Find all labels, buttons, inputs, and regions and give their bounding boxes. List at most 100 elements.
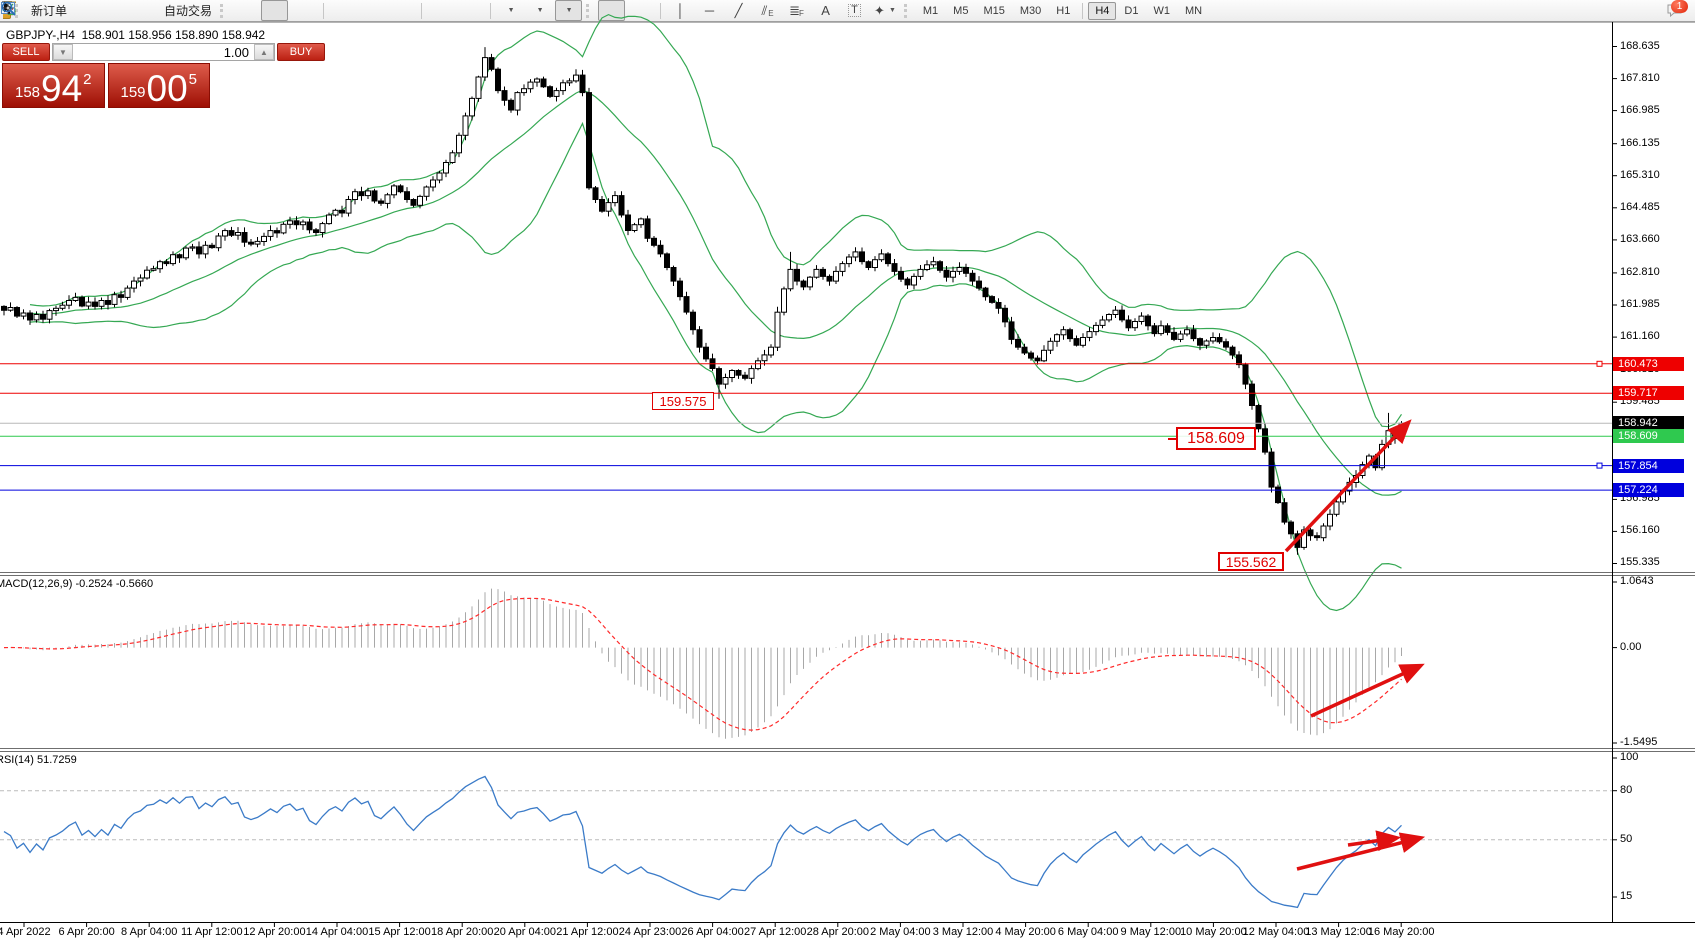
date-axis-label[interactable]: 27 Apr 12:00 [743,926,807,938]
timeframe-d1[interactable]: D1 [1124,4,1139,17]
date-axis-label[interactable]: 2 May 04:00 [870,926,931,938]
timeframe-h1[interactable]: H1 [1056,4,1071,17]
text-tool[interactable]: A [812,0,839,21]
text-label-icon: T [848,4,861,17]
date-axis-label[interactable]: 12 Apr 20:00 [243,926,306,938]
timeframe-h4[interactable]: H4 [1088,1,1117,20]
toolbar-separator [323,2,325,19]
trendline-icon: ╱ [734,3,743,18]
notifications-button[interactable]: 1 [1666,0,1688,20]
date-axis-label[interactable]: 6 May 04:00 [1057,926,1119,938]
date-axis-label[interactable]: 4 Apr 2022 [0,926,51,938]
date-axis-label[interactable]: 8 Apr 04:00 [121,926,178,938]
toolbar-grip [15,3,21,18]
vertical-line-tool[interactable]: │ [667,0,694,21]
date-axis-label[interactable]: 3 May 12:00 [932,926,994,938]
main-toolbar: 新订单 自动交易 [0,0,1695,22]
price-axis-badge: 157.854 [1613,458,1684,473]
sell-price-main: 94 [41,68,83,109]
rsi-label: RSI(14) 51.7259 [0,754,77,766]
date-axis-label[interactable]: 13 May 12:00 [1305,926,1372,938]
fibonacci-letter: F [799,8,804,18]
price-callout[interactable]: 158.609 [1176,427,1256,450]
dropdown-arrow-icon: ▼ [565,7,573,14]
date-axis-label[interactable]: 4 May 20:00 [995,926,1056,938]
price-axis-tick[interactable]: 161.160 [1620,330,1660,343]
volume-decrease-button[interactable]: ▼ [53,44,73,60]
fibonacci-tool[interactable]: ≣ F [783,0,810,21]
vertical-line-icon: │ [676,3,685,18]
price-axis-badge: 158.942 [1613,416,1684,431]
macd-label: MACD(12,26,9) -0.2524 -0.5660 [0,578,154,590]
horizontal-line-tool[interactable]: ─ [696,0,723,21]
price-axis-tick[interactable]: 164.485 [1620,200,1660,213]
date-axis-label[interactable]: 21 Apr 12:00 [556,926,619,938]
text-label-tool[interactable]: T [841,0,868,21]
macd-axis-tick[interactable]: 0.00 [1620,640,1642,653]
macd-axis-tick[interactable]: -1.5495 [1620,736,1658,749]
date-axis-label[interactable]: 28 Apr 20:00 [806,926,869,938]
macd-axis-tick[interactable]: 1.0643 [1620,575,1654,588]
buy-price-box[interactable]: 159 00 5 [107,63,210,108]
price-axis-tick[interactable]: 167.810 [1620,71,1660,84]
channel-tool[interactable]: ⫽ E [754,0,781,21]
price-axis-tick[interactable]: 162.810 [1620,265,1660,278]
dropdown-arrow-icon: ▼ [888,7,896,14]
text-icon: A [821,3,830,18]
rsi-axis-tick[interactable]: 100 [1620,751,1639,763]
price-axis-tick[interactable]: 165.310 [1620,168,1660,181]
price-axis-badge: 160.473 [1613,356,1684,371]
trendline-tool[interactable]: ╱ [725,0,752,21]
buy-price-pip: 5 [188,71,198,88]
price-axis-tick[interactable]: 156.160 [1620,524,1660,537]
price-axis-tick[interactable]: 163.660 [1620,232,1660,245]
sell-price-box[interactable]: 158 94 2 [2,63,105,108]
price-axis-tick[interactable]: 166.135 [1620,136,1660,149]
timeframe-m5[interactable]: M5 [953,4,969,17]
price-axis-tick[interactable]: 155.335 [1620,556,1660,569]
buy-button[interactable]: BUY [277,43,325,61]
price-axis-badge: 159.717 [1613,386,1684,401]
timeframe-m15[interactable]: M15 [983,4,1005,17]
arrows-icon: ✦ [874,3,885,18]
price-axis-tick[interactable]: 161.985 [1620,297,1660,310]
timeframe-w1[interactable]: W1 [1153,4,1170,17]
dropdown-arrow-icon: ▼ [536,7,544,14]
date-axis-label[interactable]: 26 Apr 04:00 [681,926,744,938]
buy-price-prefix: 159 [120,84,146,101]
chart-title: GBPJPY-,H4 158.901 158.956 158.890 158.9… [6,28,266,42]
date-axis-label[interactable]: 6 Apr 20:00 [58,926,115,938]
date-axis-label[interactable]: 14 Apr 04:00 [305,926,369,938]
price-callout[interactable]: 159.575 [652,392,714,410]
date-axis-label[interactable]: 11 Apr 12:00 [181,926,243,938]
arrows-tool[interactable]: ✦ ▼ [870,0,900,21]
date-axis-label[interactable]: 16 May 20:00 [1367,926,1435,938]
channel-icon: ⫽ [761,3,768,18]
autotrade-label: 自动交易 [164,4,213,18]
timeframe-mn[interactable]: MN [1184,4,1203,17]
timeframe-m1[interactable]: M1 [922,4,939,17]
date-axis-label[interactable]: 9 May 12:00 [1120,926,1182,938]
callout-connector [1168,437,1176,440]
date-axis-label[interactable]: 15 Apr 12:00 [368,926,431,938]
price-callout[interactable]: 155.562 [1218,552,1284,571]
rsi-axis-tick[interactable]: 15 [1620,889,1633,902]
price-axis-tick[interactable]: 166.985 [1620,103,1660,116]
search-icon[interactable] [0,0,17,17]
date-axis-label[interactable]: 18 Apr 20:00 [430,926,494,938]
volume-input[interactable] [73,44,254,60]
date-axis-label[interactable]: 24 Apr 23:00 [618,926,682,938]
rsi-axis-tick[interactable]: 50 [1620,832,1633,845]
timeframe-m30[interactable]: M30 [1019,4,1042,17]
rsi-axis-tick[interactable]: 80 [1620,783,1633,796]
date-axis-label[interactable]: 12 May 04:00 [1242,926,1310,938]
sell-button[interactable]: SELL [2,43,50,61]
toolbar-separator [490,2,492,19]
price-axis-tick[interactable]: 168.635 [1620,39,1660,52]
date-axis-label[interactable]: 20 Apr 04:00 [493,926,556,938]
date-axis-label[interactable]: 10 May 20:00 [1180,926,1247,938]
toolbar-separator [421,2,423,19]
volume-increase-button[interactable]: ▲ [254,44,274,60]
